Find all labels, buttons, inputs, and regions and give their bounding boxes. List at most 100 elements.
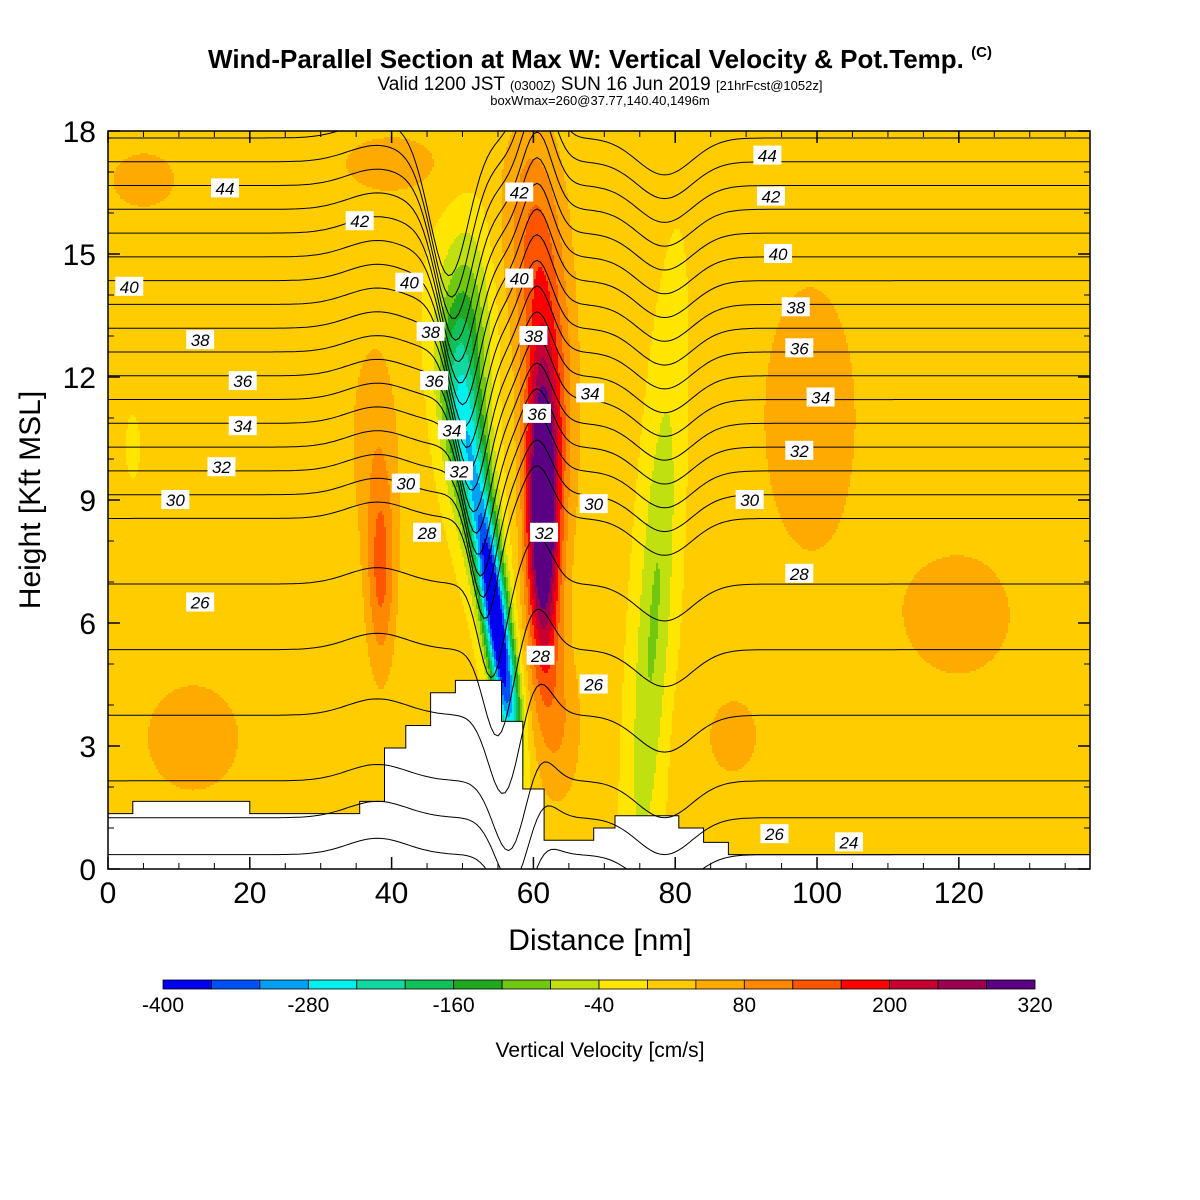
velocity-cell (548, 177, 565, 180)
velocity-cell (570, 393, 581, 396)
velocity-cell (556, 519, 559, 522)
velocity-cell (480, 199, 503, 202)
velocity-cell (640, 437, 659, 440)
velocity-cell (568, 337, 579, 340)
velocity-cell (688, 343, 773, 346)
velocity-cell (580, 465, 639, 468)
velocity-cell (484, 341, 491, 344)
velocity-cell (494, 507, 499, 510)
velocity-cell (354, 149, 429, 152)
velocity-cell (500, 345, 513, 348)
velocity-cell (444, 305, 453, 308)
velocity-cell (396, 421, 429, 424)
velocity-cell (526, 309, 533, 312)
velocity-cell (548, 231, 561, 234)
velocity-cell (108, 469, 129, 472)
velocity-cell (674, 509, 687, 512)
velocity-cell (430, 451, 443, 454)
velocity-cell (484, 343, 491, 346)
velocity-cell (354, 405, 395, 408)
velocity-cell (434, 163, 505, 166)
velocity-cell (508, 317, 519, 320)
velocity-cell (558, 145, 1090, 148)
velocity-cell (516, 505, 521, 508)
velocity-cell (560, 405, 567, 408)
velocity-cell (482, 401, 487, 404)
velocity-cell (552, 349, 559, 352)
velocity-cell (376, 519, 385, 522)
velocity-cell (564, 513, 569, 516)
velocity-cell (484, 329, 491, 332)
velocity-cell (108, 157, 129, 160)
velocity-cell (508, 505, 517, 508)
velocity-cell (530, 423, 533, 426)
velocity-cell (526, 499, 529, 502)
velocity-cell (500, 351, 513, 354)
velocity-cell (448, 369, 453, 372)
velocity-cell (516, 503, 521, 506)
velocity-cell (440, 507, 453, 510)
velocity-cell (502, 431, 515, 434)
velocity-cell (548, 287, 559, 290)
velocity-cell (492, 515, 495, 518)
velocity-cell (532, 491, 555, 494)
velocity-cell (580, 387, 647, 390)
velocity-cell (474, 517, 479, 520)
velocity-cell (354, 415, 397, 418)
velocity-cell (462, 515, 467, 518)
velocity-cell (516, 455, 521, 458)
velocity-cell (644, 409, 689, 412)
velocity-cell (368, 513, 379, 516)
velocity-cell (780, 515, 843, 518)
velocity-cell (552, 305, 561, 308)
velocity-cell (446, 411, 451, 414)
velocity-cell (460, 375, 465, 378)
velocity-cell (574, 255, 667, 258)
velocity-cell (674, 475, 689, 478)
velocity-cell (778, 511, 845, 514)
velocity-cell (470, 335, 479, 338)
velocity-cell (578, 315, 657, 318)
velocity-cell (566, 305, 579, 308)
velocity-cell (854, 379, 1090, 382)
velocity-cell (484, 331, 491, 334)
velocity-cell (556, 517, 559, 520)
velocity-cell (108, 175, 115, 178)
velocity-cell (566, 465, 571, 468)
velocity-cell (564, 517, 569, 520)
velocity-cell (108, 179, 115, 182)
velocity-cell (552, 435, 557, 438)
velocity-cell (578, 469, 639, 472)
velocity-cell (354, 467, 373, 470)
velocity-cell (506, 293, 517, 296)
velocity-cell (448, 453, 453, 456)
velocity-cell (490, 237, 503, 240)
velocity-cell (636, 499, 651, 502)
velocity-cell (480, 381, 487, 384)
velocity-cell (390, 375, 425, 378)
velocity-cell (458, 379, 467, 382)
velocity-cell (392, 387, 425, 390)
velocity-cell (482, 497, 487, 500)
velocity-cell (528, 475, 531, 478)
velocity-cell (480, 441, 483, 444)
velocity-cell (520, 367, 527, 370)
velocity-cell (448, 361, 455, 364)
velocity-cell (108, 483, 357, 486)
velocity-cell (384, 525, 393, 528)
velocity-cell (688, 463, 769, 466)
velocity-cell (434, 477, 447, 480)
velocity-cell (580, 443, 641, 446)
velocity-cell (108, 337, 423, 340)
velocity-cell (532, 373, 539, 376)
velocity-cell (498, 507, 503, 510)
velocity-cell (480, 449, 485, 452)
velocity-cell (504, 159, 529, 162)
velocity-cell (108, 149, 355, 152)
velocity-cell (368, 353, 383, 356)
velocity-cell (462, 451, 467, 454)
velocity-cell (660, 283, 689, 286)
velocity-cell (116, 169, 173, 172)
velocity-cell (580, 351, 651, 354)
velocity-cell (578, 319, 655, 322)
